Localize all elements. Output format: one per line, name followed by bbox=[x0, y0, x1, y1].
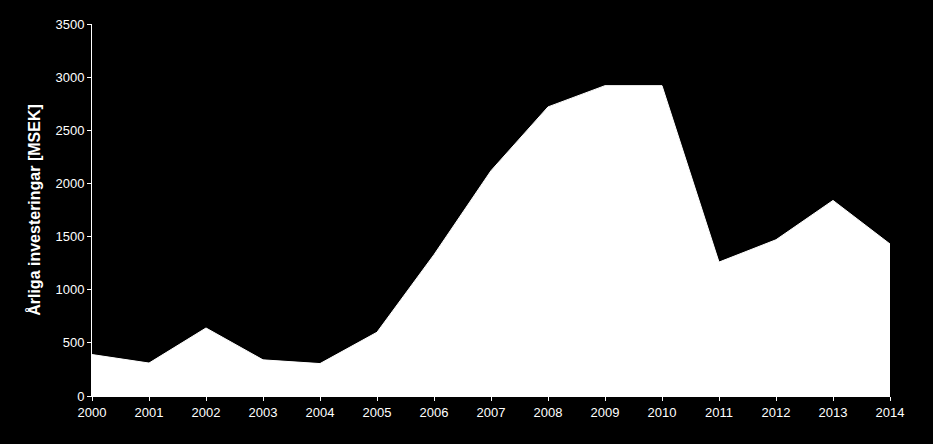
svg-text:2006: 2006 bbox=[420, 405, 449, 420]
svg-text:2003: 2003 bbox=[249, 405, 278, 420]
svg-text:2011: 2011 bbox=[705, 405, 733, 420]
svg-text:2004: 2004 bbox=[306, 405, 335, 420]
svg-text:2008: 2008 bbox=[534, 405, 563, 420]
svg-text:2013: 2013 bbox=[819, 405, 848, 420]
svg-text:2005: 2005 bbox=[363, 405, 392, 420]
svg-text:1000: 1000 bbox=[55, 282, 84, 297]
svg-text:2002: 2002 bbox=[192, 405, 221, 420]
svg-text:2014: 2014 bbox=[876, 405, 905, 420]
svg-text:Årliga investeringar [MSEK]: Årliga investeringar [MSEK] bbox=[25, 104, 43, 316]
svg-text:3000: 3000 bbox=[55, 70, 84, 85]
svg-text:2500: 2500 bbox=[55, 123, 84, 138]
svg-text:500: 500 bbox=[63, 335, 85, 350]
svg-text:2000: 2000 bbox=[78, 405, 107, 420]
svg-text:1500: 1500 bbox=[55, 229, 84, 244]
svg-text:0: 0 bbox=[77, 389, 84, 404]
svg-text:2007: 2007 bbox=[477, 405, 506, 420]
svg-text:3500: 3500 bbox=[55, 17, 84, 32]
svg-text:2009: 2009 bbox=[591, 405, 620, 420]
svg-text:2000: 2000 bbox=[55, 176, 84, 191]
svg-text:2012: 2012 bbox=[762, 405, 791, 420]
svg-text:2010: 2010 bbox=[648, 405, 677, 420]
svg-text:2001: 2001 bbox=[135, 405, 164, 420]
